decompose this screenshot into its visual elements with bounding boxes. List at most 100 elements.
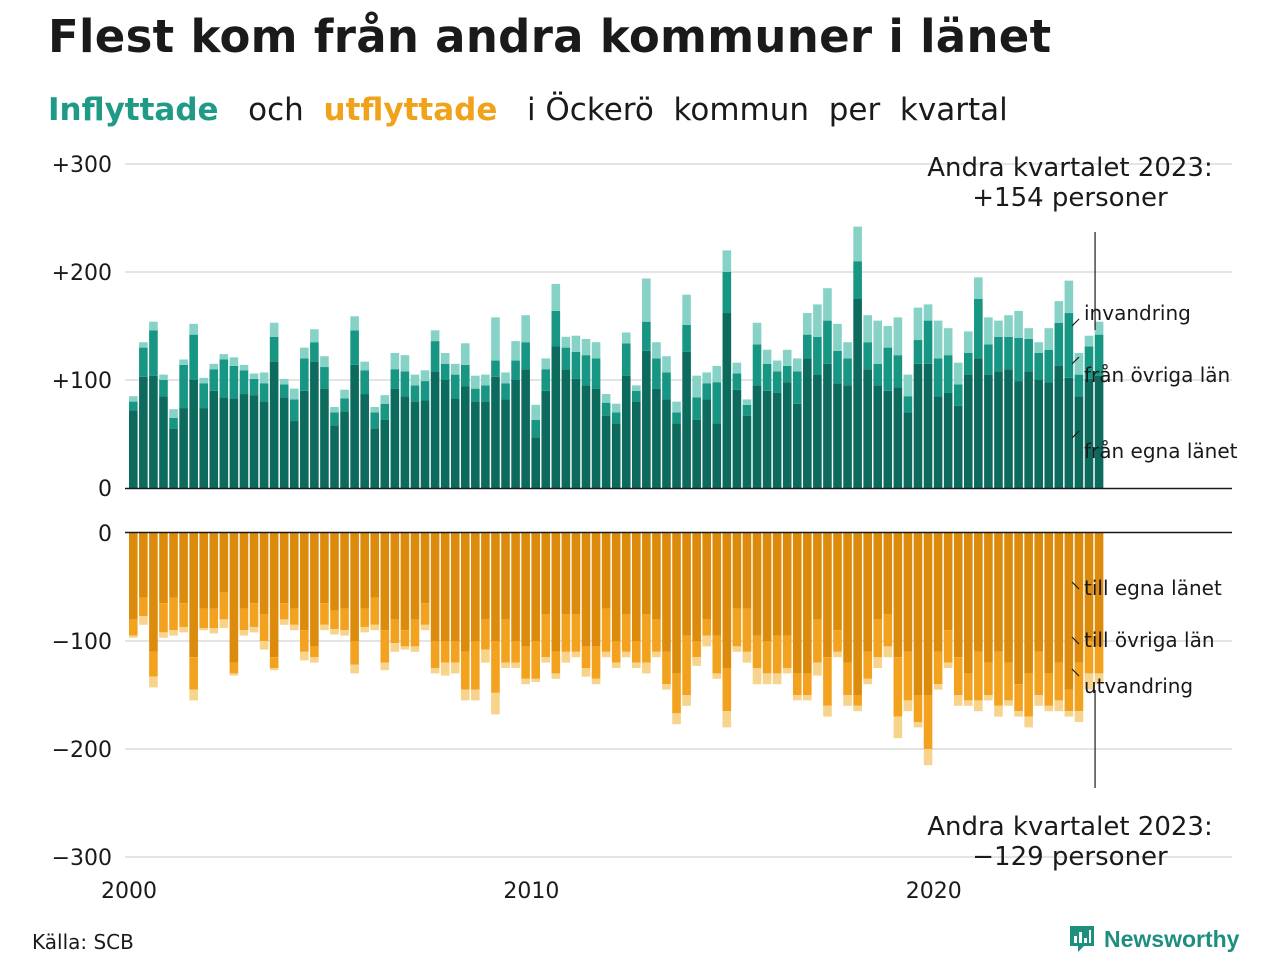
bar-outflow-segment bbox=[611, 641, 621, 663]
bar-inflow-segment bbox=[229, 357, 239, 366]
bar-outflow-segment bbox=[732, 608, 742, 647]
bar-inflow-segment bbox=[189, 323, 198, 335]
bar-outflow-segment bbox=[189, 657, 198, 690]
brand-name: Newsworthy bbox=[1104, 925, 1240, 952]
bar-inflow-segment bbox=[682, 324, 691, 352]
bar-inflow-segment bbox=[974, 277, 983, 299]
bar-outflow-segment bbox=[521, 678, 530, 685]
bar-outflow-segment bbox=[873, 657, 883, 668]
y-tick-label: +100 bbox=[52, 369, 112, 394]
bar-outflow-segment bbox=[340, 608, 349, 631]
bar-outflow-segment bbox=[350, 664, 359, 674]
bar-inflow-segment bbox=[984, 374, 993, 488]
bar-outflow-segment bbox=[1034, 695, 1043, 706]
bar-inflow-segment bbox=[712, 382, 722, 424]
bar-outflow-segment bbox=[953, 695, 963, 706]
bar-inflow-segment bbox=[481, 374, 490, 386]
bar-inflow-segment bbox=[209, 390, 219, 488]
bar-inflow-segment bbox=[219, 397, 229, 488]
bar-inflow-segment bbox=[521, 342, 530, 370]
bar-outflow-segment bbox=[792, 533, 802, 674]
bar-outflow-segment bbox=[662, 684, 671, 690]
bar-outflow-segment bbox=[511, 662, 520, 668]
bar-inflow-segment bbox=[199, 408, 209, 488]
bar-outflow-segment bbox=[531, 678, 540, 683]
bar-outflow-segment bbox=[440, 533, 450, 641]
y-tick-label: −200 bbox=[52, 738, 112, 763]
bar-inflow-segment bbox=[350, 364, 359, 488]
bar-inflow-segment bbox=[521, 369, 530, 488]
bar-inflow-segment bbox=[410, 385, 420, 402]
bar-outflow-segment bbox=[903, 651, 913, 701]
bar-outflow-segment bbox=[1024, 716, 1033, 728]
bar-outflow-segment bbox=[199, 608, 209, 629]
bar-outflow-segment bbox=[652, 533, 661, 620]
bar-inflow-segment bbox=[269, 336, 279, 362]
bar-inflow-segment bbox=[823, 320, 832, 364]
bar-inflow-segment bbox=[249, 373, 259, 379]
bar-outflow-segment bbox=[209, 628, 219, 634]
bar-outflow-segment bbox=[1034, 533, 1043, 652]
bar-outflow-segment bbox=[591, 533, 601, 647]
bar-inflow-segment bbox=[1064, 280, 1074, 314]
bar-outflow-segment bbox=[611, 533, 621, 641]
bar-inflow-segment bbox=[169, 428, 178, 488]
brand-logo: Newsworthy bbox=[1068, 924, 1239, 954]
bar-outflow-segment bbox=[803, 695, 812, 701]
bar-outflow-segment bbox=[571, 533, 581, 614]
bar-outflow-segment bbox=[823, 705, 832, 717]
bar-outflow-segment bbox=[169, 630, 178, 636]
bar-inflow-segment bbox=[722, 272, 732, 314]
bar-inflow-segment bbox=[692, 419, 701, 488]
bar-outflow-segment bbox=[1094, 533, 1104, 647]
bar-outflow-segment bbox=[984, 533, 993, 663]
bar-outflow-segment bbox=[672, 673, 681, 714]
bar-inflow-segment bbox=[682, 351, 691, 488]
bar-inflow-segment bbox=[792, 371, 802, 404]
bar-inflow-segment bbox=[169, 417, 178, 429]
bar-outflow-segment bbox=[380, 533, 390, 631]
bar-outflow-segment bbox=[320, 603, 329, 625]
bar-inflow-segment bbox=[792, 403, 802, 488]
y-tick-label: −300 bbox=[52, 846, 112, 871]
bar-outflow-segment bbox=[722, 533, 732, 668]
bar-outflow-segment bbox=[1004, 662, 1013, 701]
bar-inflow-segment bbox=[702, 372, 712, 384]
bar-inflow-segment bbox=[903, 412, 913, 488]
bar-inflow-segment bbox=[1054, 322, 1064, 366]
bar-inflow-segment bbox=[893, 317, 903, 356]
bar-inflow-segment bbox=[963, 374, 973, 488]
bar-inflow-segment bbox=[913, 340, 923, 364]
bar-outflow-segment bbox=[571, 614, 581, 652]
bar-outflow-segment bbox=[933, 684, 943, 690]
bar-inflow-segment bbox=[159, 396, 168, 488]
bar-inflow-segment bbox=[883, 326, 893, 348]
bar-outflow-segment bbox=[591, 646, 601, 679]
bar-inflow-segment bbox=[1074, 353, 1084, 375]
bar-outflow-segment bbox=[1044, 673, 1054, 706]
bar-outflow-segment bbox=[1014, 533, 1023, 685]
bar-outflow-segment bbox=[561, 614, 571, 652]
bar-outflow-segment bbox=[1084, 673, 1094, 690]
bar-inflow-segment bbox=[833, 383, 842, 488]
bar-inflow-segment bbox=[762, 363, 772, 391]
bar-outflow-segment bbox=[149, 533, 158, 652]
bar-inflow-segment bbox=[913, 363, 923, 488]
bar-outflow-segment bbox=[360, 533, 369, 609]
bar-outflow-segment bbox=[953, 657, 963, 695]
bar-inflow-segment bbox=[642, 278, 651, 322]
bar-inflow-segment bbox=[1044, 328, 1054, 350]
bar-inflow-segment bbox=[410, 374, 420, 386]
bar-outflow-segment bbox=[782, 533, 792, 636]
bar-outflow-segment bbox=[259, 533, 269, 614]
bar-outflow-segment bbox=[511, 641, 520, 663]
bar-outflow-segment bbox=[893, 533, 903, 658]
bar-outflow-segment bbox=[269, 533, 279, 658]
bar-inflow-segment bbox=[561, 336, 571, 348]
bar-outflow-segment bbox=[400, 630, 410, 647]
bar-inflow-segment bbox=[994, 336, 1003, 372]
bar-inflow-segment bbox=[420, 400, 430, 488]
bar-outflow-segment bbox=[974, 651, 983, 701]
bar-inflow-segment bbox=[984, 344, 993, 375]
bar-outflow-segment bbox=[1024, 673, 1033, 717]
